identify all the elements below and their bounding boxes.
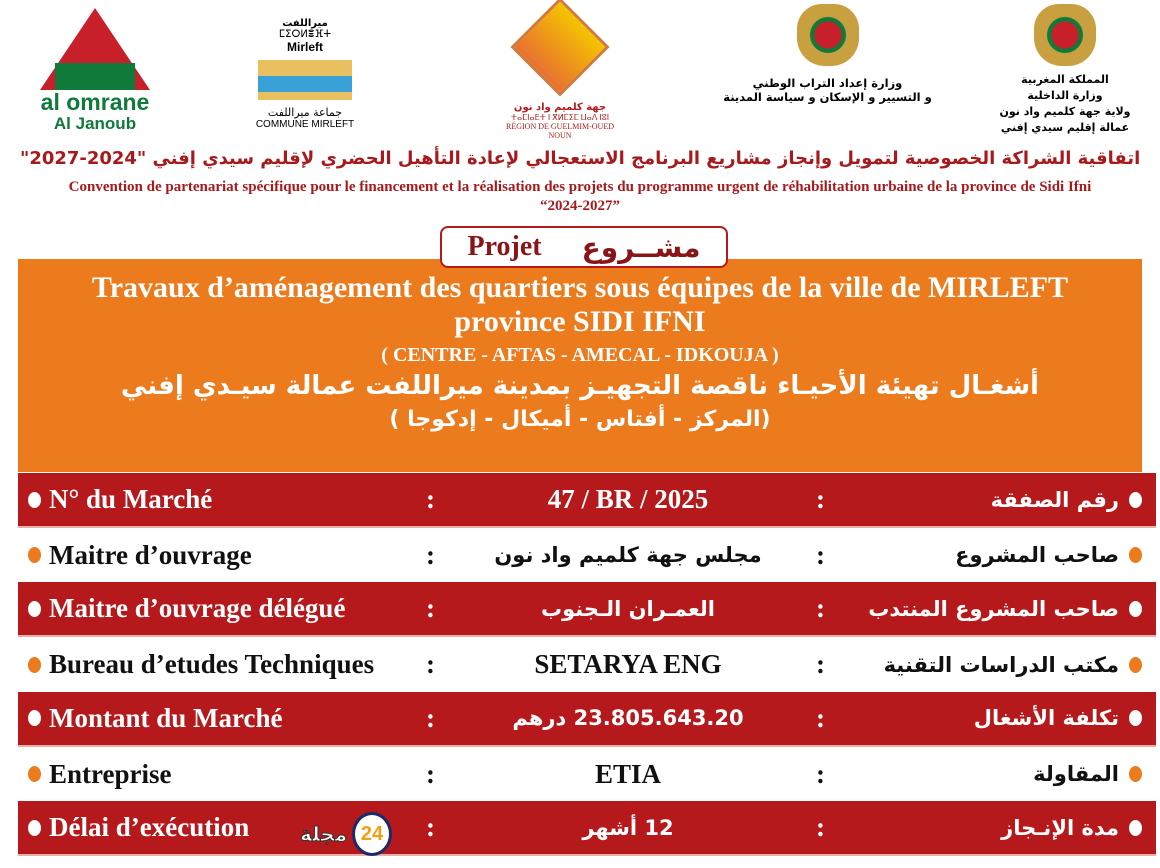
bullet-icon <box>28 766 41 782</box>
info-row: Entreprise : ETIA : المقاولة <box>18 746 1156 802</box>
info-row: Délai d’exécution : 12 أشهر : مدة الإنـج… <box>18 801 1156 857</box>
label-ar: المقاولة <box>822 762 1142 786</box>
bullet-icon <box>1129 656 1142 673</box>
info-row: Montant du Marché : 23.805.643.20 درهم :… <box>18 691 1156 747</box>
bullet-icon <box>28 819 41 836</box>
row-value: مجلس جهة كلميم واد نون <box>494 543 762 568</box>
label-fr: Maitre d’ouvrage délégué <box>28 593 420 624</box>
label-ar: مدة الإنـجاز <box>822 816 1142 840</box>
info-row: Maitre d’ouvrage délégué : العمـران الـج… <box>18 582 1156 638</box>
kingdom-logo: المملكة المغربية وزارة الداخلية ولاية جه… <box>990 4 1140 136</box>
bullet-icon <box>28 491 41 508</box>
info-row: Bureau d’etudes Techniques : SETARYA ENG… <box>18 637 1156 693</box>
row-value: SETARYA ENG <box>534 649 722 680</box>
label-fr: Bureau d’etudes Techniques <box>28 649 420 680</box>
bullet-icon <box>1129 600 1142 617</box>
row-value: 12 أشهر <box>582 815 674 840</box>
info-row: N° du Marché : 47 / BR / 2025 : رقم الصف… <box>18 473 1156 528</box>
region-emblem-icon <box>510 0 610 97</box>
label-fr: N° du Marché <box>28 484 420 515</box>
bullet-icon <box>28 600 41 617</box>
ministry-logo: وزارة إعداد التراب الوطني و التسيير و ال… <box>720 4 935 104</box>
bullet-icon <box>28 547 41 564</box>
label-ar: رقم الصفقة <box>822 488 1142 512</box>
label-ar: صاحب المشروع <box>822 543 1142 567</box>
convention-title-ar: اتفاقية الشراكة الخصوصية لتمويل وإنجاز م… <box>19 148 1140 169</box>
bullet-icon <box>28 656 41 673</box>
bullet-icon <box>28 710 41 727</box>
al-omrane-logo: al omrane Al Janoub <box>30 8 160 134</box>
watermark-logo: مجلة 24 <box>299 808 400 858</box>
mirleft-landscape-icon <box>258 60 352 100</box>
al-omrane-emblem-icon <box>40 8 150 90</box>
region-guelmim-logo: جهة كلميم واد نون ⵜⴰⵎⵏⴰⴹⵜ ⵏ ⴳⵍⵎⵉⵎ ⵡⴰⴷ ⵏⵓ… <box>500 0 620 140</box>
project-badge: Projet مشــروع <box>440 226 728 268</box>
info-row: Maitre d’ouvrage : مجلس جهة كلميم واد نو… <box>18 527 1156 583</box>
label-fr: Entreprise <box>28 759 420 790</box>
label-ar: صاحب المشروع المنتدب <box>822 597 1142 621</box>
row-value: العمـران الـجنوب <box>541 596 715 621</box>
row-value: 47 / BR / 2025 <box>547 484 709 514</box>
bullet-icon <box>1129 710 1142 727</box>
bullet-icon <box>1129 766 1142 782</box>
bullet-icon <box>1129 819 1142 836</box>
project-title-block: Travaux d’aménagement des quartiers sous… <box>18 259 1142 472</box>
row-value: ETIA <box>594 758 662 789</box>
label-ar: تكلفة الأشغال <box>822 706 1142 730</box>
bullet-icon <box>1129 491 1142 508</box>
label-fr: Montant du Marché <box>28 703 420 734</box>
label-fr: Maitre d’ouvrage <box>28 540 420 571</box>
royal-coat-of-arms-icon <box>796 4 859 66</box>
convention-title-fr: Convention de partenariat spécifique pou… <box>68 179 1092 214</box>
row-value: 23.805.643.20 درهم <box>512 706 744 731</box>
label-fr: Délai d’exécution <box>28 812 420 843</box>
label-ar: مكتب الدراسات التقنية <box>822 653 1142 677</box>
royal-coat-of-arms-icon <box>1034 4 1096 66</box>
bullet-icon <box>1129 547 1142 564</box>
commune-mirleft-logo: ميراللفت ⵎⵉⵔⵍⴻⴼⵜ Mirleft جماعة ميراللفت … <box>255 18 355 130</box>
